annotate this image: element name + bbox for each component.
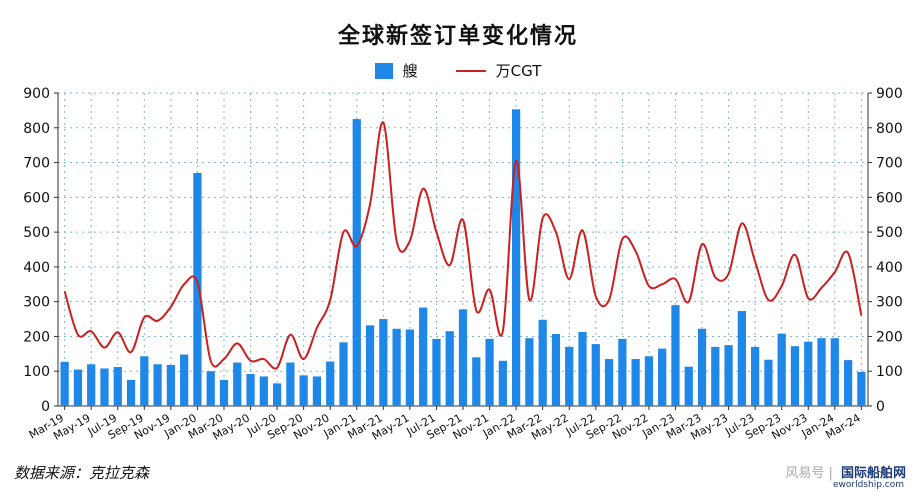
y-tick-label-left: 200 — [23, 329, 50, 345]
legend-line-label: 万CGT — [495, 62, 542, 80]
bar-Dec-19 — [180, 354, 189, 406]
bar-Nov-22 — [644, 356, 654, 406]
bar-Oct-19 — [153, 364, 162, 406]
bar-Feb-21 — [365, 325, 375, 406]
bar-Nov-20 — [326, 361, 335, 406]
bar-Apr-21 — [392, 328, 401, 406]
line-series-cgt — [63, 121, 863, 370]
y-tick-label-left: 0 — [41, 399, 50, 415]
bar-Jun-23 — [737, 311, 746, 406]
chart-title: 全球新签订单变化情况 — [337, 23, 578, 49]
bar-Oct-20 — [312, 376, 322, 406]
legend-bar-swatch — [374, 62, 393, 79]
bar-Nov-19 — [166, 364, 175, 406]
bar-Mar-24 — [857, 371, 866, 406]
y-tick-label-right: 0 — [876, 399, 885, 415]
bar-Jul-21 — [432, 338, 441, 406]
legend-line-swatch — [455, 69, 486, 72]
bar-Aug-19 — [126, 379, 136, 406]
bar-Feb-24 — [843, 360, 853, 406]
y-tick-label-right: 100 — [876, 364, 903, 380]
bar-Aug-23 — [764, 359, 773, 406]
bar-Feb-20 — [206, 371, 215, 406]
bar-Mar-22 — [538, 319, 547, 406]
bar-Sep-19 — [140, 356, 149, 406]
bar-Apr-20 — [233, 362, 242, 406]
bar-Apr-19 — [73, 369, 83, 406]
watermark-brand: 国际船舶网 — [840, 466, 906, 481]
legend-bar-label: 艘 — [402, 62, 418, 80]
bar-Aug-21 — [445, 331, 454, 406]
bar-Feb-22 — [525, 338, 534, 406]
bar-Mar-20 — [219, 379, 229, 406]
bar-Jul-20 — [272, 383, 282, 406]
bar-Feb-23 — [684, 366, 693, 406]
bar-Jan-21 — [352, 119, 361, 406]
bar-May-22 — [565, 346, 574, 406]
bar-Oct-22 — [631, 359, 640, 406]
y-tick-label-right: 800 — [876, 121, 903, 137]
bar-Sep-23 — [777, 333, 786, 406]
y-tick-label-left: 600 — [23, 190, 50, 206]
bar-Oct-23 — [790, 346, 800, 406]
bar-Aug-20 — [286, 362, 295, 406]
bar-Jun-22 — [578, 331, 587, 406]
bar-Jan-23 — [671, 305, 680, 406]
y-tick-label-left: 300 — [23, 295, 50, 311]
bar-Sep-22 — [618, 338, 627, 406]
watermark-sub: eworldship.com — [832, 480, 904, 490]
y-tick-label-right: 300 — [876, 295, 903, 311]
y-tick-label-right: 200 — [876, 329, 903, 345]
bar-Dec-21 — [498, 360, 507, 406]
y-tick-label-right: 600 — [876, 190, 903, 206]
bar-Jan-22 — [511, 109, 521, 407]
y-tick-label-left: 800 — [23, 121, 50, 137]
y-tick-label-left: 500 — [23, 225, 50, 241]
bar-Sep-21 — [458, 309, 468, 406]
bar-Dec-23 — [817, 338, 826, 406]
y-tick-label-left: 100 — [23, 364, 50, 380]
bar-Mar-19 — [60, 361, 69, 406]
bar-May-20 — [246, 374, 255, 406]
bar-Apr-22 — [551, 334, 561, 406]
y-tick-label-left: 700 — [23, 156, 50, 172]
bar-Jul-23 — [751, 346, 760, 406]
bar-Dec-22 — [658, 348, 667, 406]
bar-Aug-22 — [604, 359, 614, 406]
bar-May-21 — [405, 329, 415, 406]
y-tick-label-left: 400 — [23, 260, 50, 276]
bar-Jan-20 — [193, 172, 202, 406]
bar-Jan-24 — [830, 338, 839, 406]
bar-Jun-19 — [100, 368, 109, 406]
bar-Jul-19 — [113, 367, 122, 406]
bar-Nov-21 — [485, 338, 494, 406]
y-tick-label-right: 500 — [876, 225, 903, 241]
bar-May-23 — [724, 345, 733, 406]
bar-Jun-20 — [259, 376, 268, 406]
watermark: 风易号 | 国际船舶网 — [785, 466, 906, 481]
legend: 艘 万CGT — [0, 60, 916, 81]
bar-Jun-21 — [419, 307, 428, 406]
bar-Sep-20 — [299, 375, 308, 406]
data-source-note: 数据来源：克拉克森 — [14, 464, 150, 482]
bar-Oct-21 — [472, 357, 481, 406]
bar-May-19 — [87, 364, 96, 406]
bar-Mar-21 — [379, 319, 388, 406]
y-tick-label-left: 900 — [23, 86, 50, 102]
bar-Apr-23 — [711, 346, 720, 406]
bar-Nov-23 — [804, 341, 813, 406]
bar-Dec-20 — [339, 342, 348, 406]
y-tick-label-right: 900 — [876, 86, 903, 102]
y-tick-label-right: 400 — [876, 260, 903, 276]
bar-Jul-22 — [591, 344, 600, 406]
y-tick-label-right: 700 — [876, 156, 903, 172]
bar-Mar-23 — [697, 328, 707, 406]
